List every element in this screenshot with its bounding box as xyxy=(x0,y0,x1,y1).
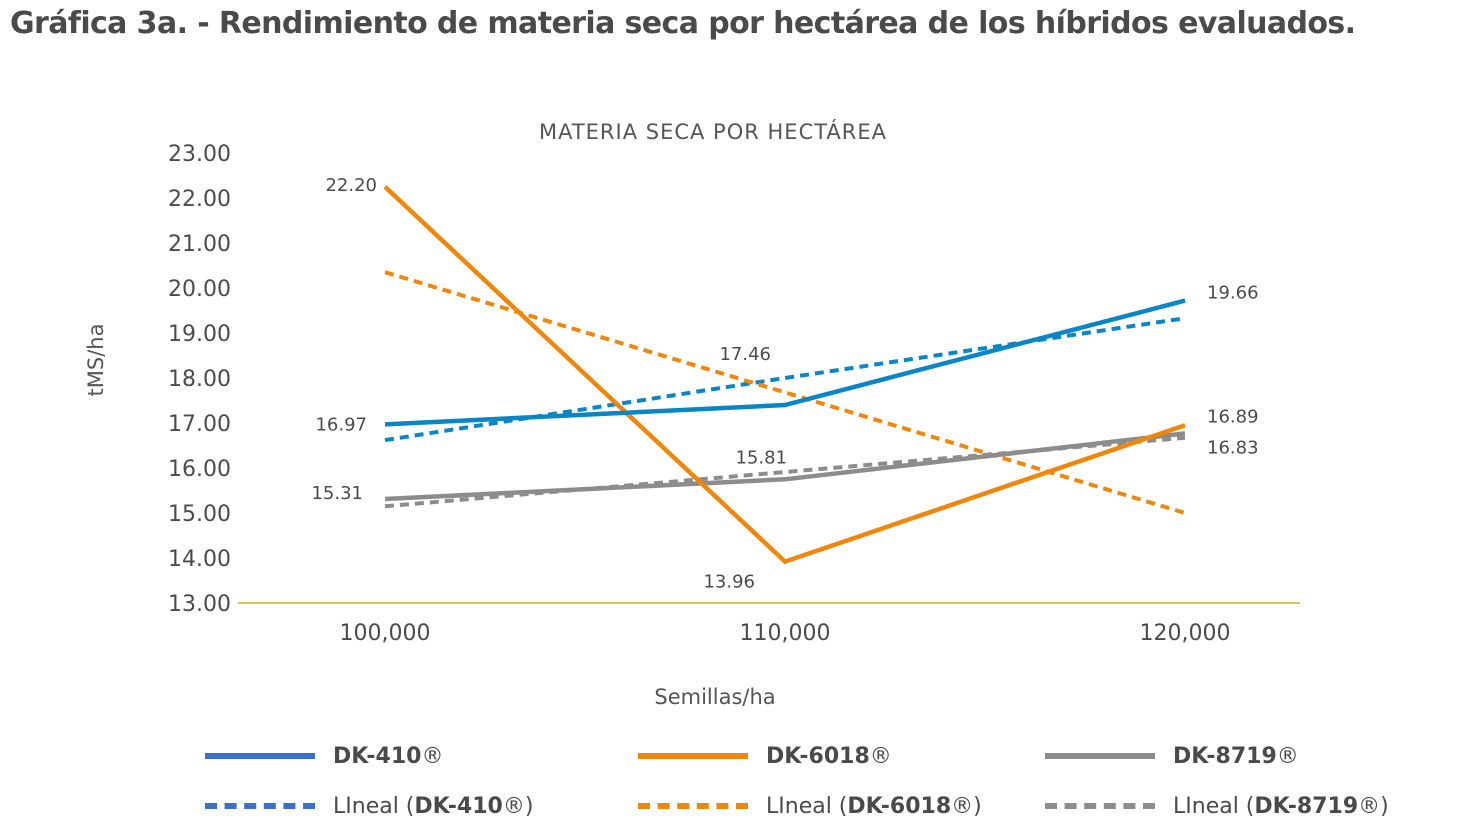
legend-swatch xyxy=(638,803,748,809)
x-tick-label: 100,000 xyxy=(340,621,431,646)
legend-swatch xyxy=(638,753,748,759)
chart-legend: DK-410® DK-6018® DK-8719® LIneal (DK-410®) L… xyxy=(0,728,1462,838)
y-tick-label: 16.00 xyxy=(168,457,231,482)
legend-label: LIneal (DK-8719®) xyxy=(1173,793,1389,819)
y-tick-label: 23.00 xyxy=(168,142,231,167)
y-tick-label: 14.00 xyxy=(168,547,231,572)
legend-item: DK-410® xyxy=(205,736,443,776)
chart-title: MATERIA SECA POR HECTÁREA xyxy=(539,119,887,144)
data-label: 16.83 xyxy=(1207,437,1259,458)
y-tick-label: 18.00 xyxy=(168,367,231,392)
x-axis-ticks: 100,000 110,000 120,000 xyxy=(340,621,1231,646)
x-axis-label: Semillas/ha xyxy=(654,685,775,709)
legend-item: DK-6018® xyxy=(638,736,892,776)
data-labels: 16.97 19.66 22.20 13.96 16.89 15.31 15.81 16.83… xyxy=(311,175,1258,593)
legend-label: LIneal (DK-6018®) xyxy=(766,793,982,819)
data-label: 19.66 xyxy=(1207,283,1259,304)
series-layer xyxy=(383,185,1186,565)
y-tick-label: 15.00 xyxy=(168,502,231,527)
series-line-lineal-dk-6018 xyxy=(384,270,1186,515)
data-label: 16.97 xyxy=(315,414,367,435)
legend-swatch xyxy=(1045,803,1155,809)
page-heading: Gráfica 3a. - Rendimiento de materia sec… xyxy=(10,6,1356,41)
x-tick-label: 120,000 xyxy=(1140,621,1231,646)
y-tick-label: 21.00 xyxy=(168,232,231,257)
legend-item: LIneal (DK-6018®) xyxy=(638,786,982,826)
y-tick-label: 22.00 xyxy=(168,187,231,212)
series-line-dk-6018 xyxy=(383,185,1186,565)
data-label: 22.20 xyxy=(325,175,377,196)
data-label: 17.46 xyxy=(719,344,771,365)
y-tick-label: 17.00 xyxy=(168,412,231,437)
legend-swatch xyxy=(205,753,315,759)
legend-label: LIneal (DK-410®) xyxy=(333,793,534,819)
legend-label: DK-8719® xyxy=(1173,743,1299,769)
legend-item: LIneal (DK-8719®) xyxy=(1045,786,1389,826)
y-tick-label: 13.00 xyxy=(168,592,231,617)
data-label: 13.96 xyxy=(703,572,755,593)
legend-label: DK-6018® xyxy=(766,743,892,769)
series-line-lineal-dk-410 xyxy=(384,316,1186,443)
legend-item: LIneal (DK-410®) xyxy=(205,786,533,826)
dry-matter-line-chart: MATERIA SECA POR HECTÁREA tMS/ha Semilla… xyxy=(84,119,1300,709)
series-line-dk-8719 xyxy=(384,431,1186,502)
legend-label: DK-410® xyxy=(333,743,444,769)
y-tick-label: 20.00 xyxy=(168,277,231,302)
data-label: 15.31 xyxy=(311,483,363,504)
data-label: 16.89 xyxy=(1207,406,1259,427)
y-axis-label: tMS/ha xyxy=(84,324,108,397)
data-label: 15.81 xyxy=(735,447,787,468)
x-tick-label: 110,000 xyxy=(740,621,831,646)
legend-swatch xyxy=(205,803,315,809)
legend-item: DK-8719® xyxy=(1045,736,1299,776)
legend-swatch xyxy=(1045,753,1155,759)
series-line-dk-410 xyxy=(384,298,1186,427)
y-axis-ticks: 13.00 14.00 15.00 16.00 17.00 18.00 19.00 20.00… xyxy=(168,142,231,617)
y-tick-label: 19.00 xyxy=(168,322,231,347)
